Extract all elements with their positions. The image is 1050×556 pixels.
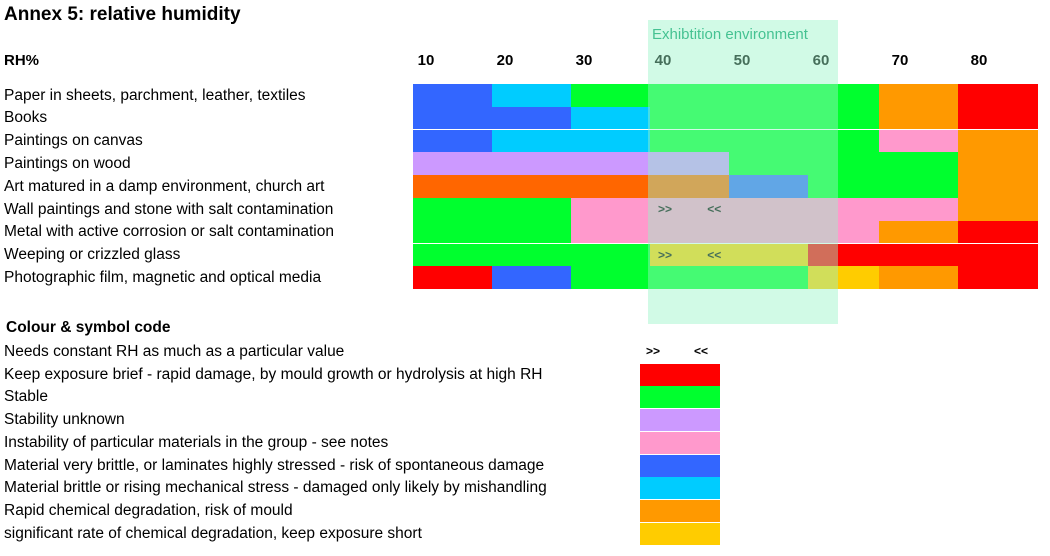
row-label: Photographic film, magnetic and optical … bbox=[4, 268, 322, 286]
legend-title: Colour & symbol code bbox=[6, 319, 171, 336]
legend-item-label: Instability of particular materials in t… bbox=[4, 433, 389, 451]
rh-segment bbox=[879, 84, 959, 107]
rh-segment bbox=[571, 220, 880, 244]
rh-segment bbox=[492, 129, 651, 153]
legend-item-label: Material very brittle, or laminates high… bbox=[4, 456, 545, 474]
symbol-right: << bbox=[707, 247, 722, 262]
rh-segment bbox=[958, 106, 1038, 130]
legend-item-label: Rapid chemical degradation, risk of moul… bbox=[4, 501, 293, 519]
rh-segment bbox=[958, 84, 1038, 107]
x-tick-label: 20 bbox=[496, 52, 514, 69]
x-tick-label: 40 bbox=[654, 52, 672, 69]
rh-segment bbox=[571, 84, 880, 107]
rh-segment bbox=[413, 266, 493, 289]
row-label: Paper in sheets, parchment, leather, tex… bbox=[4, 86, 306, 104]
rh-segment bbox=[413, 106, 572, 130]
rh-segment bbox=[492, 84, 572, 107]
axis-label-rh: RH% bbox=[4, 52, 40, 69]
rh-segment bbox=[808, 243, 1038, 267]
page-title: Annex 5: relative humidity bbox=[4, 4, 241, 25]
rh-segment bbox=[492, 266, 572, 289]
rh-segment bbox=[958, 129, 1038, 153]
exhibition-environment-label: Exhibtition environment bbox=[652, 26, 808, 43]
rh-segment bbox=[650, 243, 809, 267]
symbol-left: >> bbox=[658, 202, 673, 216]
rh-segment bbox=[839, 266, 880, 289]
x-tick-label: 50 bbox=[733, 52, 751, 69]
legend-swatch bbox=[640, 431, 720, 454]
legend-symbol-right: << bbox=[694, 344, 709, 358]
rh-segment bbox=[650, 106, 880, 130]
rh-segment bbox=[958, 152, 1038, 175]
legend-item-label: Stability unknown bbox=[4, 411, 125, 429]
rh-segment bbox=[571, 106, 651, 130]
x-tick-label: 80 bbox=[970, 52, 988, 69]
rh-segment bbox=[958, 175, 1038, 198]
legend-symbol-left: >> bbox=[646, 344, 661, 358]
rh-segment bbox=[879, 129, 959, 153]
rh-segment bbox=[879, 266, 959, 289]
rh-segment bbox=[958, 266, 1038, 289]
rh-segment bbox=[808, 266, 841, 289]
row-label: Metal with active corrosion or salt cont… bbox=[4, 223, 334, 241]
row-label: Wall paintings and stone with salt conta… bbox=[4, 200, 334, 218]
rh-segment bbox=[413, 129, 493, 153]
legend-item-label: Keep exposure brief - rapid damage, by m… bbox=[4, 365, 543, 383]
rh-segment bbox=[413, 175, 730, 198]
legend-swatch bbox=[640, 409, 720, 432]
legend-swatch bbox=[640, 454, 720, 477]
rh-segment bbox=[879, 220, 959, 244]
x-tick-label: 70 bbox=[891, 52, 909, 69]
rh-segment bbox=[413, 198, 572, 221]
x-tick-label: 30 bbox=[575, 52, 593, 69]
legend-swatch bbox=[640, 477, 720, 500]
row-label: Paintings on canvas bbox=[4, 132, 143, 150]
row-label: Art matured in a damp environment, churc… bbox=[4, 177, 325, 195]
legend-item-label: significant rate of chemical degradation… bbox=[4, 524, 422, 542]
legend-item-label: Stable bbox=[4, 388, 48, 406]
legend-swatch bbox=[640, 363, 720, 386]
rh-segment bbox=[571, 198, 959, 221]
legend-swatch bbox=[640, 522, 720, 545]
symbol-left: >> bbox=[658, 247, 673, 262]
row-label: Weeping or crizzled glass bbox=[4, 246, 181, 264]
rh-segment bbox=[729, 152, 959, 175]
rh-segment bbox=[571, 266, 809, 289]
rh-segment bbox=[958, 198, 1038, 221]
legend-item-label: Needs constant RH as much as a particula… bbox=[4, 343, 345, 360]
rh-segment bbox=[958, 220, 1038, 244]
x-tick-label: 10 bbox=[417, 52, 435, 69]
row-label: Books bbox=[4, 109, 48, 127]
rh-segment bbox=[879, 106, 959, 130]
rh-segment bbox=[650, 129, 880, 153]
symbol-right: << bbox=[707, 202, 722, 216]
rh-segment bbox=[413, 84, 493, 107]
rh-segment bbox=[808, 175, 959, 198]
legend-swatch bbox=[640, 386, 720, 409]
rh-segment bbox=[413, 220, 572, 244]
rh-segment bbox=[413, 152, 730, 175]
legend-swatch bbox=[640, 499, 720, 522]
legend-item-label: Material brittle or rising mechanical st… bbox=[4, 479, 547, 497]
rh-segment bbox=[729, 175, 809, 198]
row-label: Paintings on wood bbox=[4, 154, 131, 172]
x-tick-label: 60 bbox=[812, 52, 830, 69]
rh-segment bbox=[413, 243, 651, 267]
